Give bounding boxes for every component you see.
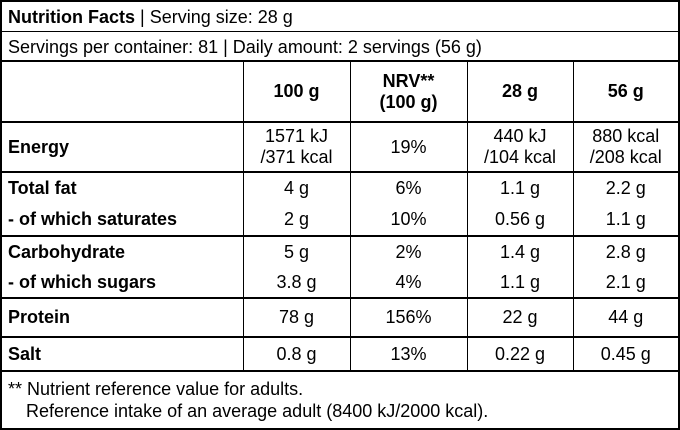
nutrient-value: 4 g: [242, 171, 350, 204]
cell-line: /371 kcal: [260, 147, 333, 167]
cell-line: (100 g): [379, 91, 438, 112]
nutrient-label: - of which sugars: [8, 271, 157, 292]
nutrient-value: 2%: [349, 235, 467, 267]
cell-line: 1571 kJ: [264, 126, 329, 146]
nutrient-value: 78 g: [242, 297, 350, 337]
nutrient-value: 0.45 g: [572, 336, 678, 370]
nutrient-row: Protein 78 g 156% 22 g 44 g: [2, 297, 678, 337]
header-cell: [2, 62, 243, 122]
nutrient-label: - of which saturates: [8, 209, 178, 229]
nutrient-value: 44 g: [572, 297, 678, 337]
nutrient-value: 880 kcal/208 kcal: [572, 121, 678, 172]
cell-line: NRV**: [382, 70, 435, 91]
nutrient-label: Salt: [2, 336, 243, 370]
cell-line: /208 kcal: [589, 147, 662, 167]
nutrient-value: 3.8 g: [242, 267, 350, 298]
nutrient-value: 1.1 g: [466, 171, 573, 204]
nutrient-label: Protein: [2, 297, 243, 337]
nutrient-label: Carbohydrate: [2, 235, 243, 267]
nutrient-value: 1.1 g: [466, 267, 573, 298]
serving: | Serving size: 28 g: [140, 7, 293, 27]
nutrient-value: 2.1 g: [572, 267, 678, 298]
nutrient-row: - of which sugars 3.8 g 4% 1.1 g 2.1 g: [2, 267, 678, 298]
header-cell: 56 g: [572, 62, 678, 122]
table-body: Energy 1571 kJ/371 kcal 19% 440 kJ/104 kcal…: [2, 121, 678, 370]
table-head: 100 g NRV** (100 g) 28 g 56 g: [2, 62, 678, 122]
nutrient-label: Energy: [2, 121, 243, 172]
nutrient-value: 13%: [349, 336, 467, 370]
header-line: Nutrition Facts | Serving size: 28 g: [2, 2, 678, 32]
nutrient-value: 1.1 g: [572, 204, 678, 236]
nutrient-value: 5 g: [242, 235, 350, 267]
footer: ** Nutrient reference value for adults. R…: [2, 370, 678, 428]
nutrient-value: 1571 kJ/371 kcal: [242, 121, 350, 172]
nutrient-value: 0.8 g: [242, 336, 350, 370]
nutrient-value: 0.56 g: [466, 204, 573, 236]
nutrient-value: 0.22 g: [466, 336, 573, 370]
nutrient-value: 1.4 g: [466, 235, 573, 267]
nutrient-value: 6%: [349, 171, 467, 204]
nutrient-value: 2.2 g: [572, 171, 678, 204]
nutrient-value: 4%: [349, 267, 467, 298]
nutrient-label: Total fat: [2, 171, 243, 204]
nutrient-row: - of which saturates 2 g 10% 0.56 g 1.1 g: [2, 204, 678, 236]
cell-line: /104 kcal: [483, 147, 557, 167]
nutrition-table: 100 g NRV** (100 g) 28 g 56 g Energy 1571 kJ/3…: [2, 62, 678, 370]
header-cell: 100 g: [242, 62, 350, 122]
cell-line: 880 kcal: [592, 126, 660, 146]
nutrient-value: 2 g: [242, 204, 350, 236]
cell-line: 440 kJ: [493, 126, 547, 146]
nutrient-row: Total fat 4 g 6% 1.1 g 2.2 g: [2, 171, 678, 204]
title: Nutrition Facts: [8, 7, 136, 27]
nutrient-value: 22 g: [466, 297, 573, 337]
header-row: 100 g NRV** (100 g) 28 g 56 g: [2, 62, 678, 122]
header-cell: NRV** (100 g): [349, 62, 467, 122]
nutrient-value: 2.8 g: [572, 235, 678, 267]
nutrient-row: Carbohydrate 5 g 2% 1.4 g 2.8 g: [2, 235, 678, 267]
nutrient-row: Salt 0.8 g 13% 0.22 g 0.45 g: [2, 336, 678, 370]
nutrient-value: 10%: [349, 204, 467, 236]
header-line: Servings per container: 81 | Daily amoun…: [2, 32, 678, 62]
nutrient-value: 156%: [349, 297, 467, 337]
footnote: Reference intake of an average adult (84…: [26, 401, 489, 421]
header-cell: 28 g: [466, 62, 573, 122]
nutrient-value: 440 kJ/104 kcal: [466, 121, 573, 172]
servings: Servings per container: 81 | Daily amoun…: [8, 37, 482, 57]
footnote: ** Nutrient reference value for adults.: [8, 379, 304, 399]
nutrient-row: Energy 1571 kJ/371 kcal 19% 440 kJ/104 kcal…: [2, 121, 678, 172]
nutrient-value: 19%: [349, 121, 467, 172]
